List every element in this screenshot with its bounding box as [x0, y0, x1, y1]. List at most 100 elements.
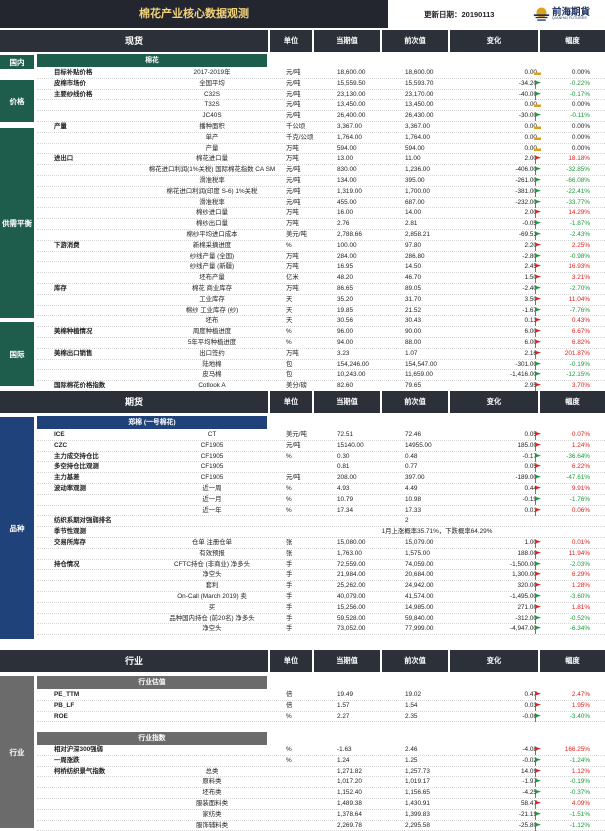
- row-pct: -0.37%: [569, 789, 590, 797]
- row-name: 近一周: [202, 485, 222, 492]
- row-change: -1.67: [522, 306, 537, 314]
- flag-up-icon: [535, 318, 541, 327]
- row-pct: 14.29%: [568, 209, 590, 217]
- row-previous: 59,840.00: [405, 614, 434, 622]
- flag-down-icon: [535, 779, 541, 788]
- row-unit: 元/吨: [286, 474, 301, 482]
- row-name: 净空头: [202, 625, 222, 633]
- row-previous: 2,858.21: [405, 231, 430, 238]
- flag-up-icon: [535, 702, 541, 711]
- table-row: 陆地棉 包 154,246.00 154,547.00 -301.00 -0.19%: [37, 360, 605, 371]
- row-previous: 23,170.00: [405, 90, 434, 98]
- table-row: 近一年% 17.34 17.33 0.01 0.06%: [37, 506, 605, 517]
- row-name: C32S: [204, 90, 220, 98]
- row-current: 830.00: [337, 166, 357, 174]
- row-pct: -22.41%: [566, 187, 590, 195]
- row-name: 陆地棉: [202, 360, 222, 368]
- flag-up-icon: [535, 432, 541, 440]
- row-change: 271.00: [517, 603, 537, 611]
- row-change: -0.02: [522, 756, 537, 764]
- row-pct: -33.77%: [566, 198, 590, 206]
- row-change: -0.05: [522, 220, 537, 228]
- flat-bar-icon: [534, 104, 541, 108]
- row-unit: 美分/磅: [286, 382, 307, 390]
- row-pct: 6.82%: [571, 339, 590, 346]
- row-name: 全国平均: [199, 79, 225, 87]
- category-label: 国内: [0, 55, 34, 69]
- row-previous: 594.00: [405, 144, 425, 152]
- row-change: -0.08: [522, 712, 537, 720]
- row-pct: 6.29%: [571, 571, 590, 579]
- col-current: 当期值: [314, 650, 380, 672]
- row-change: 1.00: [524, 539, 537, 546]
- row-pct: 3.21%: [571, 274, 590, 282]
- flag-up-icon: [535, 156, 541, 165]
- row-current: 26,400.00: [337, 112, 366, 120]
- row-pct: -0.19%: [569, 778, 590, 786]
- row-group: ROE: [54, 712, 68, 720]
- row-name: 皮马棉: [202, 371, 222, 379]
- flag-down-icon: [535, 113, 541, 122]
- table-row: 产量 万吨 594.00 594.00 0.00 0.00%: [37, 144, 605, 155]
- row-name: 服装面料类: [196, 800, 228, 807]
- row-change: 0.13: [524, 317, 537, 325]
- row-pct: -6.34%: [569, 625, 590, 633]
- row-name: 近一年: [202, 506, 222, 514]
- col-pct: 幅度: [540, 30, 605, 52]
- row-change: 6.00: [524, 339, 537, 346]
- table-row: On-Call (March 2019) 卖 手 40,079.00 41,574.0…: [37, 592, 605, 603]
- row-name: CF1905: [200, 452, 224, 460]
- row-name: 纱线产量 (新疆): [189, 263, 235, 271]
- row-previous: 14,985.00: [405, 603, 434, 611]
- row-change: 0.00: [524, 69, 537, 76]
- row-current: 72,559.00: [337, 560, 366, 568]
- table-row: PE_TTM 倍 19.49 19.02 0.47 2.47%: [37, 690, 605, 701]
- row-change: 0.00: [524, 101, 537, 109]
- row-previous: 1,019.17: [405, 778, 430, 786]
- row-unit: 元/吨: [286, 441, 301, 449]
- row-group: 波动率观测: [54, 485, 86, 492]
- row-pct: -2.03%: [569, 560, 590, 568]
- row-unit: 元/吨: [286, 112, 301, 120]
- table-row: 一周涨跌% 1.24 1.25 -0.02 -1.24%: [37, 756, 605, 767]
- row-pct: -1.51%: [569, 810, 590, 818]
- flag-up-icon: [535, 210, 541, 219]
- table-row: 原料类 1,017.20 1,019.17 -1.97 -0.19%: [37, 777, 605, 789]
- flag-down-icon: [535, 561, 541, 570]
- flag-down-icon: [535, 253, 541, 262]
- row-name: CT: [207, 431, 217, 438]
- table-row: CZC CF1905 元/吨 15140.00 14955.00 185.00 1.24%: [37, 441, 605, 452]
- table-row: 产量 播种面积 千公顷 3,367.00 3,367.00 0.00 0.00%: [37, 122, 605, 133]
- table-row: 5年平均种植进度% 94.00 88.00 6.00 6.82%: [37, 338, 605, 349]
- row-name: T32S: [204, 101, 220, 109]
- row-pct: 6.67%: [571, 328, 590, 336]
- table-row: 有效预报 张 1,763.00 1,575.00 188.00 11.94%: [37, 549, 605, 560]
- table-row: T32S 元/吨 13,450.00 13,450.00 0.00 0.00%: [37, 100, 605, 112]
- row-current: 21,984.00: [337, 571, 366, 579]
- row-current: 2.76: [337, 220, 350, 228]
- row-previous: 1,430.91: [405, 800, 430, 807]
- col-pct: 幅度: [540, 391, 605, 413]
- col-change: 变化: [450, 391, 538, 413]
- row-current: 40,079.00: [337, 593, 366, 600]
- row-unit: %: [286, 506, 292, 514]
- row-unit: 元/吨: [286, 177, 301, 184]
- row-pct: -0.52%: [569, 614, 590, 622]
- row-group: 主力基差: [54, 474, 80, 482]
- row-change: 185.00: [517, 441, 537, 449]
- row-current: 13.00: [337, 155, 353, 163]
- flag-up-icon: [535, 801, 541, 809]
- brand-sub: QIANHAI FUTURES: [552, 16, 587, 20]
- table-row: 波动率观测 近一周% 4.93 4.49 0.44 9.91%: [37, 484, 605, 495]
- row-group: 皮棉市场价: [54, 79, 86, 87]
- row-current: 35.20: [337, 295, 353, 303]
- row-previous: 21.52: [405, 306, 421, 314]
- section-title: 现货: [0, 30, 268, 52]
- row-previous: 77,999.00: [405, 625, 434, 633]
- row-unit: %: [286, 452, 292, 460]
- category-label: 国际: [0, 322, 34, 386]
- row-change: 3.50: [524, 295, 537, 303]
- category-label: 品种: [0, 417, 34, 639]
- section-header: 现货 单位 当期值 前次值 变化 幅度: [0, 30, 605, 52]
- row-current: 1.57: [337, 701, 350, 709]
